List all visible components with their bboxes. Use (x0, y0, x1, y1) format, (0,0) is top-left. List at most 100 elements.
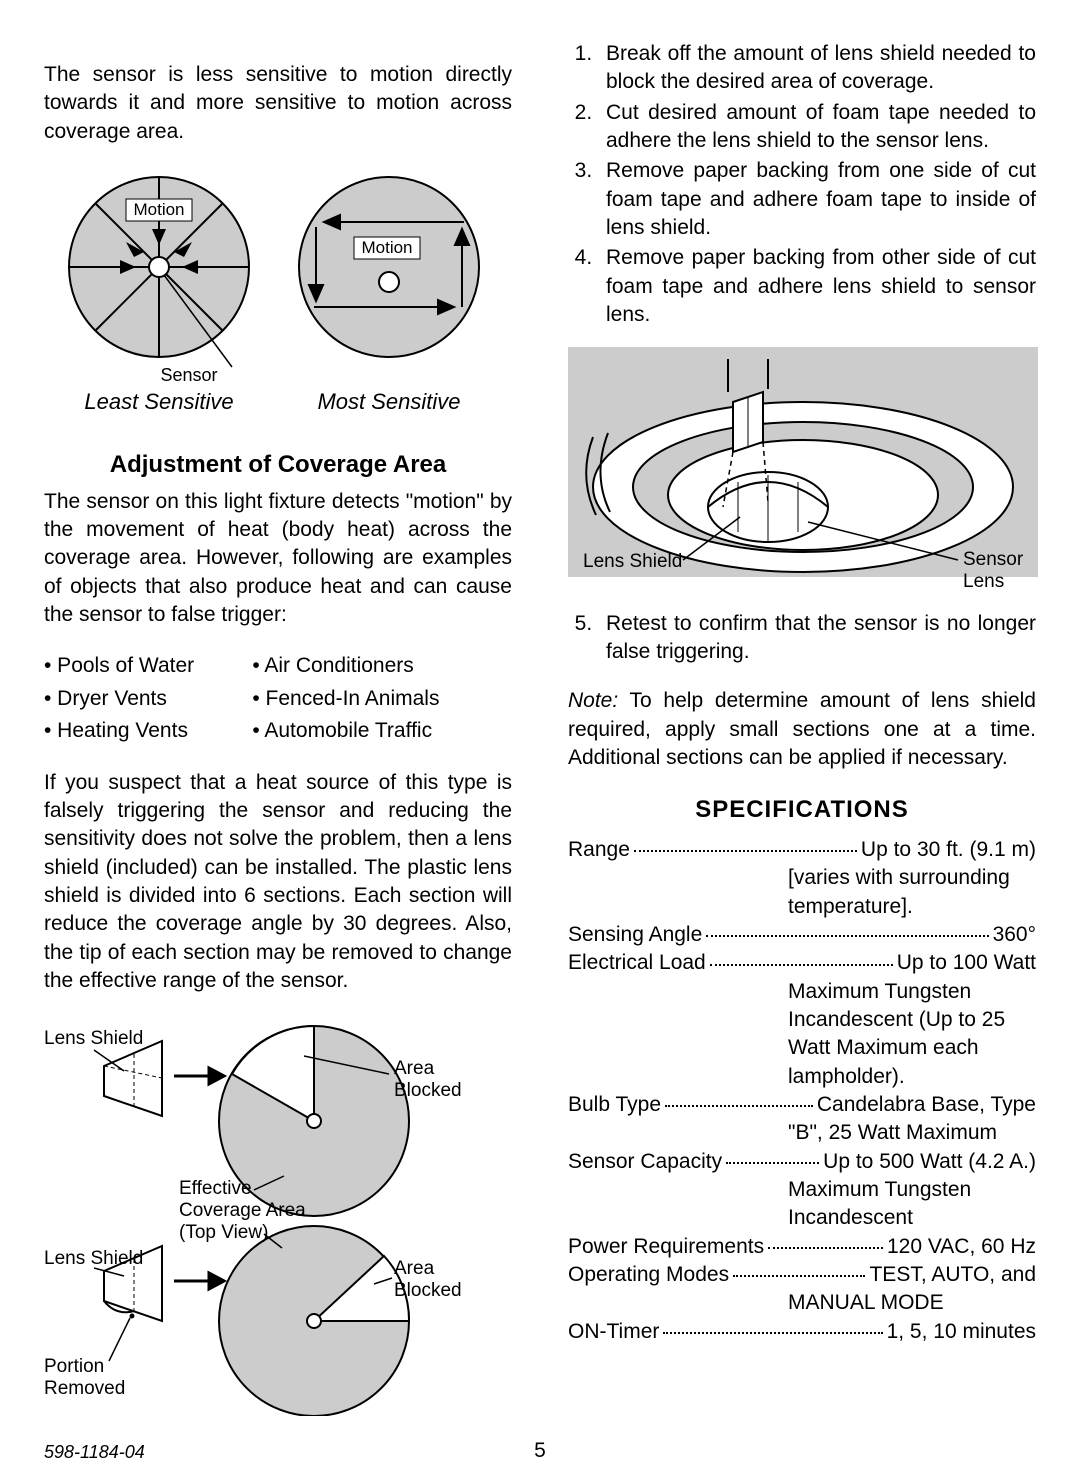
note-body: To help determine amount of lens shield … (568, 689, 1036, 769)
page: The sensor is less sensitive to motion d… (0, 0, 1080, 1407)
bullet-dryer: • Dryer Vents (44, 683, 252, 715)
spec-label: Range (568, 836, 630, 864)
left-column: The sensor is less sensitive to motion d… (44, 40, 512, 1429)
spec-dots (710, 964, 893, 966)
spec-value: Up to 100 Watt (897, 949, 1036, 977)
step-3: Remove paper backing from one side of cu… (598, 157, 1036, 242)
spec-value-cont: MANUAL MODE (788, 1289, 1036, 1317)
spec-row: Range Up to 30 ft. (9.1 m) (568, 836, 1036, 864)
area-blocked-bot-1: Area (394, 1258, 435, 1279)
sensor-lens-diagram: Lens Shield Sensor Lens (568, 347, 1036, 605)
spec-value: Up to 500 Watt (4.2 A.) (823, 1148, 1036, 1176)
sensor-label-d3: Sensor (963, 549, 1024, 570)
lens-shield-piece (733, 392, 763, 452)
lens-shield-diagram: Lens Shield Area Blocked (44, 1016, 512, 1424)
spec-value: 360° (993, 921, 1036, 949)
most-caption: Most Sensitive (317, 389, 460, 414)
center-dot-top (307, 1114, 321, 1128)
lens-shield-shape-top (104, 1041, 162, 1116)
motion-diagram-svg: Motion Sensor (44, 167, 514, 417)
adjustment-p1: The sensor on this light fixture detects… (44, 488, 512, 630)
spec-dots (706, 935, 988, 937)
lens-shield-label-bot: Lens Shield (44, 1248, 143, 1269)
step-4: Remove paper backing from other side of … (598, 244, 1036, 329)
spec-row: Electrical Load Up to 100 Watt (568, 949, 1036, 977)
bullet-heating: • Heating Vents (44, 715, 252, 747)
spec-value-cont: temperature]. (788, 893, 1036, 921)
area-blocked-top-1: Area (394, 1058, 435, 1079)
area-blocked-bot-2: Blocked (394, 1280, 462, 1301)
spec-dots (665, 1105, 813, 1107)
intro-paragraph: The sensor is less sensitive to motion d… (44, 61, 512, 146)
adjustment-heading: Adjustment of Coverage Area (44, 449, 512, 481)
spec-value-cont: "B", 25 Watt Maximum (788, 1119, 1036, 1147)
spec-label: Sensor Capacity (568, 1148, 722, 1176)
spec-dots (634, 850, 857, 852)
spec-label: Sensing Angle (568, 921, 702, 949)
sensor-label: Sensor (160, 365, 217, 385)
spec-value-cont: Incandescent (788, 1204, 1036, 1232)
area-blocked-top-2: Blocked (394, 1080, 462, 1101)
spec-value: 120 VAC, 60 Hz (887, 1233, 1036, 1261)
doc-number: 598-1184-04 (44, 1442, 145, 1463)
spec-dots (663, 1332, 882, 1334)
spec-value: TEST, AUTO, and (869, 1261, 1036, 1289)
spec-row: Sensor Capacity Up to 500 Watt (4.2 A.) (568, 1148, 1036, 1176)
note-paragraph: Note: To help determine amount of lens s… (568, 687, 1036, 772)
bullet-fenced: • Fenced-In Animals (252, 683, 512, 715)
spec-value-cont: Maximum Tungsten (788, 978, 1036, 1006)
spec-label: Electrical Load (568, 949, 706, 977)
arrow-top (174, 1068, 224, 1084)
spec-label: ON-Timer (568, 1318, 659, 1346)
bullet-pools: • Pools of Water (44, 650, 252, 682)
columns: The sensor is less sensitive to motion d… (44, 40, 1036, 1429)
page-number: 5 (145, 1439, 936, 1463)
eff-cov-3: (Top View) (179, 1222, 268, 1243)
least-caption: Least Sensitive (84, 389, 233, 414)
motion-label-right: Motion (361, 238, 412, 257)
spec-value-cont: Maximum Tungsten (788, 1176, 1036, 1204)
spec-row: Bulb Type Candelabra Base, Type (568, 1091, 1036, 1119)
bullet-auto: • Automobile Traffic (252, 715, 512, 747)
removed-label: Removed (44, 1378, 125, 1399)
spec-value: Up to 30 ft. (9.1 m) (861, 836, 1036, 864)
page-footer: 598-1184-04 5 598-1184-04 (44, 1439, 1036, 1463)
spec-value-cont: Watt Maximum each (788, 1034, 1036, 1062)
eff-cov-2: Coverage Area (179, 1200, 306, 1221)
adjustment-p2: If you suspect that a heat source of thi… (44, 769, 512, 996)
spec-dots (726, 1162, 819, 1164)
spec-value-cont: Incandescent (Up to 25 (788, 1006, 1036, 1034)
most-circle (299, 177, 479, 357)
spec-label: Power Requirements (568, 1233, 764, 1261)
spec-row: Sensing Angle 360° (568, 921, 1036, 949)
lens-shield-label-top-1: Lens Shield (44, 1028, 143, 1049)
motion-sensitivity-diagram: Motion Sensor (44, 167, 512, 425)
eff-cov-1: Effective (179, 1178, 252, 1199)
install-steps-cont: Retest to confirm that the sensor is no … (568, 610, 1036, 667)
lens-label-d3: Lens (963, 571, 1004, 592)
sensor-dot-right (379, 272, 399, 292)
right-column: Break off the amount of lens shield need… (568, 40, 1036, 1429)
lens-shield-svg: Lens Shield Area Blocked (44, 1016, 514, 1416)
spec-row: Operating Modes TEST, AUTO, and (568, 1261, 1036, 1289)
arrow-bot (174, 1273, 224, 1289)
spec-value: 1, 5, 10 minutes (887, 1318, 1036, 1346)
sensor-dot-left (149, 257, 169, 277)
spec-label: Operating Modes (568, 1261, 729, 1289)
step-1: Break off the amount of lens shield need… (598, 40, 1036, 97)
step-5: Retest to confirm that the sensor is no … (598, 610, 1036, 667)
false-trigger-bullets: • Pools of Water • Air Conditioners • Dr… (44, 650, 512, 747)
spec-dots (733, 1275, 865, 1277)
step-2: Cut desired amount of foam tape needed t… (598, 99, 1036, 156)
sensor-lens-svg: Lens Shield Sensor Lens (568, 347, 1038, 597)
install-steps: Break off the amount of lens shield need… (568, 40, 1036, 329)
spec-row: ON-Timer 1, 5, 10 minutes (568, 1318, 1036, 1346)
spec-value-cont: lampholder). (788, 1063, 1036, 1091)
bullet-ac: • Air Conditioners (252, 650, 512, 682)
spec-value: Candelabra Base, Type (817, 1091, 1036, 1119)
spec-row: Power Requirements 120 VAC, 60 Hz (568, 1233, 1036, 1261)
spec-value-cont: [varies with surrounding (788, 864, 1036, 892)
center-dot-bot (307, 1314, 321, 1328)
specifications-list: Range Up to 30 ft. (9.1 m)[varies with su… (568, 836, 1036, 1346)
spec-label: Bulb Type (568, 1091, 661, 1119)
